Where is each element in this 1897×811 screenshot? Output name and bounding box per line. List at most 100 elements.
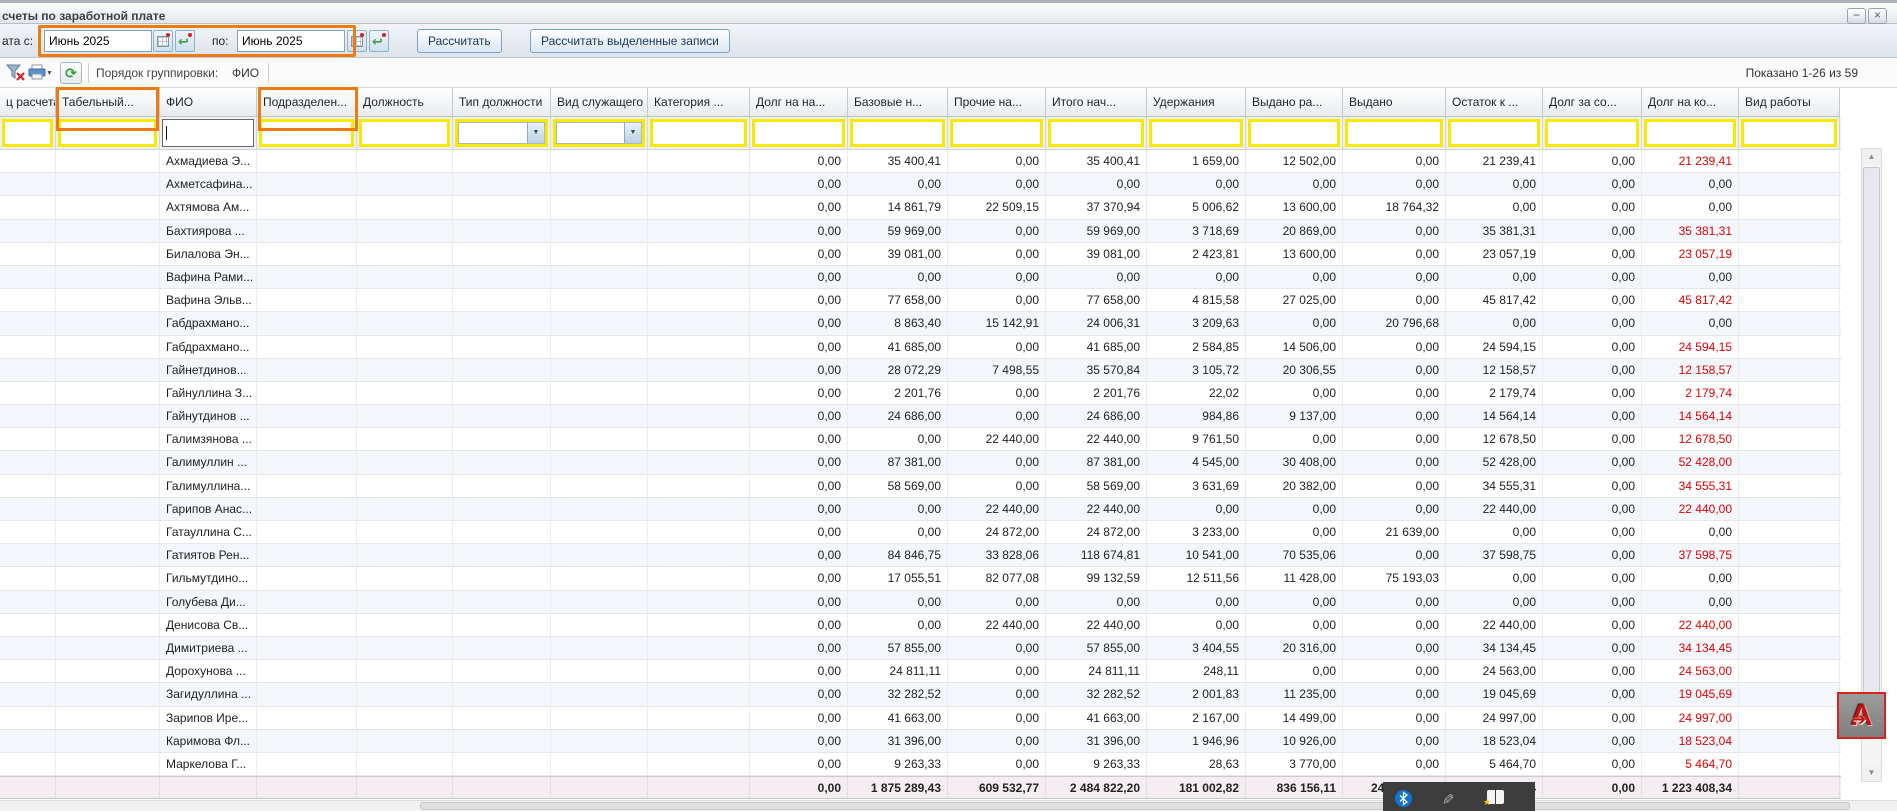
filter-input-itogo[interactable] — [1051, 122, 1141, 144]
table-row[interactable]: Билалова Эн... 0,00 39 081,00 0,00 39 081,00… — [0, 242, 1841, 266]
table-row[interactable]: Галимуллин ... 0,00 87 381,00 0,00 87 381,00… — [0, 451, 1841, 475]
calculate-button[interactable]: Рассчитать — [417, 29, 502, 53]
column-header-dolg-na-konec[interactable]: Долг на ко... — [1642, 88, 1739, 117]
column-header-dolzhnost[interactable]: Должность — [357, 88, 453, 117]
column-header-kategoriya[interactable]: Категория ... — [648, 88, 750, 117]
date-to-input[interactable] — [237, 30, 345, 52]
date-to-shift-button[interactable]: ↩ — [369, 30, 389, 52]
table-row[interactable]: Денисова Св... 0,00 0,00 22 440,00 22 440,00… — [0, 613, 1841, 637]
filter-input-fio[interactable] — [162, 119, 254, 147]
calculate-selected-button[interactable]: Рассчитать выделенные записи — [530, 29, 730, 53]
column-header-vydano[interactable]: Выдано — [1343, 88, 1446, 117]
table-row[interactable]: Ахмадиева Э... 0,00 35 400,41 0,00 35 400,41… — [0, 150, 1841, 174]
printer-icon[interactable] — [28, 64, 46, 80]
printer-dropdown-caret[interactable]: ▼ — [46, 70, 53, 77]
table-row[interactable]: Голубева Ди... 0,00 0,00 0,00 0,00 0,00 0,00 0,… — [0, 590, 1841, 614]
filter-input-ostatok[interactable] — [1451, 122, 1537, 144]
vertical-scrollbar[interactable]: ▲ ▼ — [1861, 148, 1882, 782]
cell-tab-number — [56, 173, 160, 196]
minimize-button[interactable]: − — [1847, 8, 1866, 24]
cell-ostatok: 0,00 — [1446, 521, 1543, 544]
column-header-vydano-ranee[interactable]: Выдано ра... — [1246, 88, 1343, 117]
table-row[interactable]: Гайнетдинов... 0,00 28 072,29 7 498,55 35 57… — [0, 358, 1841, 382]
table-row[interactable]: Гайнуллина З... 0,00 2 201,76 0,00 2 201,76 2… — [0, 381, 1841, 406]
column-header-podrazdelenie[interactable]: Подразделен... — [257, 88, 357, 117]
table-row[interactable]: Бахтиярова ... 0,00 59 969,00 0,00 59 969,00… — [0, 219, 1841, 243]
column-header-tab-number[interactable]: Табельный... — [56, 88, 160, 117]
table-row[interactable]: Загидуллина ... 0,00 32 282,52 0,00 32 282,5… — [0, 683, 1841, 707]
cell-tab-number — [56, 265, 160, 289]
table-row[interactable]: Гайнутдинов ... 0,00 24 686,00 0,00 24 686,0… — [0, 405, 1841, 429]
table-row[interactable]: Ахметсафина... 0,00 0,00 0,00 0,00 0,00 0,00 0,… — [0, 173, 1841, 197]
column-header-vid-sluzhaschego[interactable]: Вид служащего — [551, 88, 648, 117]
table-row[interactable]: Гатиятов Рен... 0,00 84 846,75 33 828,06 118… — [0, 544, 1841, 568]
table-row[interactable]: Гильмутдино... 0,00 17 055,51 82 077,08 99 1… — [0, 567, 1841, 591]
vertical-scrollbar-thumb[interactable] — [1863, 167, 1880, 695]
cell-dolg-za-so: 0,00 — [1543, 289, 1642, 312]
cell-dolzhnost — [357, 660, 453, 683]
table-row[interactable]: Галимуллина... 0,00 58 569,00 0,00 58 569,00… — [0, 474, 1841, 498]
filter-input-period[interactable] — [5, 122, 50, 144]
column-header-tip-dolzhnosti[interactable]: Тип должности — [453, 88, 551, 117]
filter-select-vid-sluzhaschego[interactable]: ▼ — [556, 122, 642, 144]
filter-input-vydano-ranee[interactable] — [1251, 122, 1337, 144]
tablet-star-icon[interactable]: ★ — [1483, 790, 1504, 807]
horizontal-scrollbar-thumb[interactable] — [420, 802, 1850, 810]
column-header-itogo[interactable]: Итого нач... — [1046, 88, 1147, 117]
table-row[interactable]: Зарипов Ире... 0,00 41 663,00 0,00 41 663,00… — [0, 706, 1841, 730]
filter-input-tab-number[interactable] — [61, 122, 154, 144]
cell-vid-sluzhaschego — [551, 567, 648, 590]
filter-input-uderzhaniya[interactable] — [1152, 122, 1240, 144]
chevron-down-icon[interactable]: ▼ — [527, 123, 544, 143]
filter-input-podrazdelenie[interactable] — [262, 122, 351, 144]
filter-input-kategoriya[interactable] — [653, 122, 744, 144]
table-row[interactable]: Габдрахмано... 0,00 8 863,40 15 142,91 24 00… — [0, 312, 1841, 336]
filter-input-dolg-za-so[interactable] — [1548, 122, 1636, 144]
cell-kategoriya — [648, 358, 750, 381]
bluetooth-icon[interactable] — [1395, 790, 1412, 807]
table-row[interactable]: Димитриева ... 0,00 57 855,00 0,00 57 855,00… — [0, 636, 1841, 661]
filter-input-bazovye[interactable] — [853, 122, 942, 144]
column-header-dolg-za-so[interactable]: Долг за со... — [1543, 88, 1642, 117]
filter-input-dolg-na-konec[interactable] — [1647, 122, 1733, 144]
table-row[interactable]: Маркелова Г... 0,00 9 263,33 0,00 9 263,33 28… — [0, 752, 1841, 777]
table-row[interactable]: Ахтямова Ам... 0,00 14 861,79 22 509,15 37 3… — [0, 196, 1841, 220]
filter-input-vid-raboty[interactable] — [1744, 122, 1834, 144]
table-row[interactable]: Вафина Эльв... 0,00 77 658,00 0,00 77 658,00… — [0, 289, 1841, 313]
filter-input-dolg-na-nachalo[interactable] — [755, 122, 842, 144]
cell-vid-raboty — [1739, 544, 1840, 567]
date-from-input[interactable] — [44, 30, 152, 52]
filter-select-tip-dolzhnosti[interactable]: ▼ — [458, 122, 545, 144]
filter-input-dolzhnost[interactable] — [362, 122, 447, 144]
column-header-ostatok[interactable]: Остаток к ... — [1446, 88, 1543, 117]
date-to-calendar-button[interactable] — [347, 30, 367, 52]
table-row[interactable]: Габдрахмано... 0,00 41 685,00 0,00 41 685,00… — [0, 335, 1841, 359]
column-header-period[interactable]: ц расчета — [0, 88, 56, 117]
column-header-bazovye[interactable]: Базовые н... — [848, 88, 948, 117]
column-header-prochie[interactable]: Прочие на... — [948, 88, 1046, 117]
scroll-down-arrow[interactable]: ▼ — [1862, 765, 1881, 781]
table-row[interactable]: Каримова Фл... 0,00 31 396,00 0,00 31 396,00… — [0, 729, 1841, 753]
chevron-down-icon[interactable]: ▼ — [624, 123, 641, 143]
column-header-uderzhaniya[interactable]: Удержания — [1147, 88, 1246, 117]
date-from-shift-button[interactable]: ↩ — [175, 30, 195, 52]
column-header-vid-raboty[interactable]: Вид работы — [1739, 88, 1840, 117]
table-row[interactable]: Гарипов Анас... 0,00 0,00 22 440,00 22 440,0… — [0, 497, 1841, 521]
refresh-button[interactable]: ⟳ — [60, 62, 82, 84]
clear-filter-icon[interactable] — [6, 64, 26, 82]
filter-input-prochie[interactable] — [953, 122, 1040, 144]
table-row[interactable]: Вафина Рами... 0,00 0,00 0,00 0,00 0,00 0,00 0,… — [0, 265, 1841, 290]
horizontal-scrollbar[interactable] — [0, 800, 1897, 811]
table-row[interactable]: Гатауллина С... 0,00 0,00 24 872,00 24 872,0… — [0, 521, 1841, 545]
table-row[interactable]: Галимзянова ... 0,00 0,00 22 440,00 22 440,0… — [0, 428, 1841, 452]
table-row[interactable]: Дорохунова ... 0,00 24 811,11 0,00 24 811,11… — [0, 660, 1841, 684]
column-header-dolg-na-nachalo[interactable]: Долг на на... — [750, 88, 848, 117]
date-from-calendar-button[interactable] — [153, 30, 173, 52]
close-button[interactable]: × — [1868, 8, 1887, 24]
filter-input-vydano[interactable] — [1348, 122, 1440, 144]
grouping-order-value[interactable]: ФИО — [232, 66, 260, 80]
pen-icon[interactable]: ✎ — [1438, 792, 1456, 806]
capture-tool-icon[interactable]: A ➔ — [1837, 692, 1886, 739]
column-header-fio[interactable]: ФИО — [160, 88, 257, 117]
scroll-up-arrow[interactable]: ▲ — [1862, 149, 1881, 165]
